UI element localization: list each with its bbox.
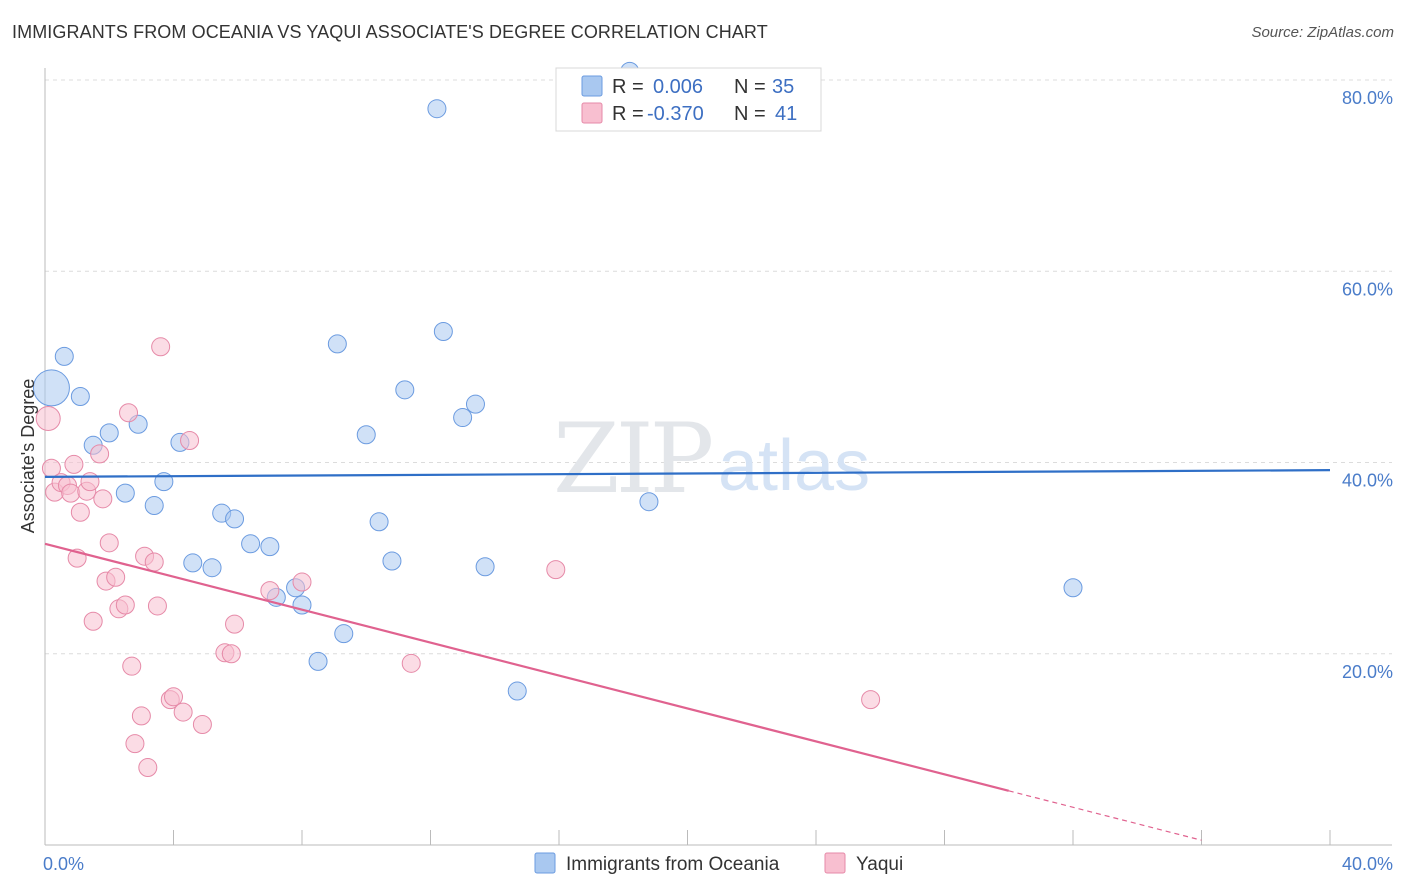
data-point xyxy=(61,483,81,503)
data-point xyxy=(465,394,485,414)
data-point xyxy=(35,406,61,432)
data-point xyxy=(260,581,280,601)
data-point xyxy=(401,653,421,673)
legend-r-label: R = xyxy=(612,76,644,98)
data-point xyxy=(151,337,171,357)
data-point xyxy=(292,572,312,592)
data-point xyxy=(453,408,473,428)
data-point xyxy=(475,557,495,577)
y-axis-label: Associate's Degree xyxy=(18,379,38,534)
chart-title: IMMIGRANTS FROM OCEANIA VS YAQUI ASSOCIA… xyxy=(12,22,768,42)
data-point xyxy=(138,758,158,778)
data-point xyxy=(99,533,119,553)
data-point xyxy=(180,431,200,451)
y-tick-labels: 80.0% 60.0% 40.0% 20.0% xyxy=(1342,88,1393,682)
data-point xyxy=(119,403,139,423)
legend-r-label: R = xyxy=(612,103,644,125)
data-point xyxy=(334,624,354,644)
x-tick-label: 0.0% xyxy=(43,854,84,874)
correlation-legend: R = 0.006 N = 35 R = -0.370 N = 41 xyxy=(555,67,822,132)
data-point xyxy=(225,614,245,634)
source-credit: Source: ZipAtlas.com xyxy=(1251,24,1394,41)
legend-n-label: N = xyxy=(734,103,766,125)
data-point xyxy=(221,644,241,664)
series-oceania xyxy=(32,61,1083,701)
x-tick-label: 40.0% xyxy=(1342,854,1393,874)
data-point xyxy=(861,690,881,710)
legend-n-value: 35 xyxy=(772,76,794,98)
watermark-zip: ZIP xyxy=(553,403,712,515)
y-tick-label: 20.0% xyxy=(1342,662,1393,682)
y-tick-label: 40.0% xyxy=(1342,471,1393,491)
legend-n-label: N = xyxy=(734,76,766,98)
legend-swatch-yaqui xyxy=(581,102,603,124)
data-point xyxy=(64,454,84,474)
data-point xyxy=(115,595,135,615)
x-tick-labels: 0.0% 40.0% xyxy=(43,854,1393,874)
data-point xyxy=(93,489,113,509)
data-points xyxy=(32,61,1083,778)
data-point xyxy=(433,321,453,341)
data-point xyxy=(54,346,74,366)
axes xyxy=(44,68,1392,846)
legend-r-value: 0.006 xyxy=(653,76,703,98)
data-point xyxy=(308,651,328,671)
data-point xyxy=(90,444,110,464)
data-point xyxy=(225,509,245,529)
series-swatch-oceania xyxy=(534,852,556,874)
data-point xyxy=(144,496,164,516)
data-point xyxy=(202,558,222,578)
series-label-yaqui: Yaqui xyxy=(856,854,903,875)
series-legend: Immigrants from Oceania Yaqui xyxy=(534,852,903,875)
data-point xyxy=(1063,578,1083,598)
data-point xyxy=(80,472,100,492)
data-point xyxy=(395,380,415,400)
y-tick-label: 80.0% xyxy=(1342,88,1393,108)
data-point xyxy=(507,681,527,701)
data-point xyxy=(192,715,212,735)
data-point xyxy=(164,687,183,707)
trend-line xyxy=(44,469,1331,478)
data-point xyxy=(99,423,119,443)
data-point xyxy=(147,596,167,616)
data-point xyxy=(122,656,142,676)
data-point xyxy=(173,702,193,722)
data-point xyxy=(369,512,389,532)
gridlines xyxy=(45,79,1392,655)
data-point xyxy=(183,553,203,573)
watermark-atlas: atlas xyxy=(718,426,870,506)
legend-swatch-oceania xyxy=(581,75,603,97)
data-point xyxy=(32,369,70,407)
data-point xyxy=(115,483,135,503)
data-point xyxy=(144,552,164,572)
data-point xyxy=(260,537,280,557)
trend-line xyxy=(44,542,1010,792)
data-point xyxy=(546,560,566,580)
data-point xyxy=(70,387,90,407)
legend-n-value: 41 xyxy=(775,103,797,125)
data-point xyxy=(327,334,347,354)
trend-line-extension xyxy=(1008,790,1202,841)
data-point xyxy=(382,551,402,571)
series-swatch-yaqui xyxy=(824,852,846,874)
trend-lines xyxy=(44,469,1331,841)
legend-r-value: -0.370 xyxy=(647,103,704,125)
data-point xyxy=(639,492,659,512)
watermark: ZIP atlas xyxy=(553,403,870,515)
data-point xyxy=(427,99,447,119)
data-point xyxy=(83,611,103,631)
data-point xyxy=(70,502,90,522)
data-point xyxy=(106,567,126,587)
data-point xyxy=(241,534,261,554)
data-point xyxy=(356,425,376,445)
y-tick-label: 60.0% xyxy=(1342,279,1393,299)
series-label-oceania: Immigrants from Oceania xyxy=(566,854,780,875)
data-point xyxy=(125,734,145,754)
series-yaqui xyxy=(35,337,881,778)
data-point xyxy=(131,706,151,726)
